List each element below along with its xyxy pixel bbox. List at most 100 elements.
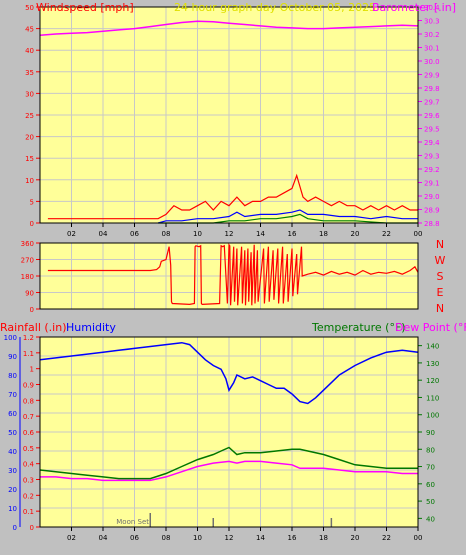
wind-barometer-x-tick-label: 04 [99, 230, 108, 238]
rainfall-label: Rainfall (.in) [0, 321, 67, 334]
rain-humidity-temp-x-tick-label: 08 [162, 534, 171, 542]
humidity-tick-label: 50 [8, 429, 17, 437]
temperature-tick-label: 90 [426, 429, 435, 437]
barometer-tick-label: 28.9 [424, 207, 440, 215]
rainfall-tick-label: 0 [30, 524, 34, 532]
compass-label: E [437, 286, 444, 299]
humidity-tick-label: 20 [8, 486, 17, 494]
wind-barometer-x-tick-label: 08 [162, 230, 171, 238]
barometer-axis: 28.8 28.9 29.0 29.1 29.2 29.3 29.4 29.5 29.6 29.7… [418, 4, 440, 228]
windspeed-tick-label: 10 [25, 177, 34, 185]
wind-barometer-x-axis: 02 04 06 08 10 12 14 16 18 20 22 00 [67, 223, 422, 238]
temperature-tick-label: 40 [426, 515, 435, 523]
rain-humidity-temp-x-tick-label: 04 [99, 534, 108, 542]
temperature-tick-label: 70 [426, 464, 435, 472]
moon-markers: Moon Set [116, 513, 333, 527]
barometer-tick-label: 30.1 [424, 45, 440, 53]
wind-barometer-x-tick-label: 14 [256, 230, 265, 238]
humidity-tick-label: 80 [8, 372, 17, 380]
wind-barometer-x-tick-label: 20 [351, 230, 360, 238]
rainfall-tick-label: 0.2 [23, 492, 34, 500]
rain-humidity-temp-x-tick-label: 14 [256, 534, 265, 542]
wind-direction-tick-label: 180 [21, 273, 34, 281]
wind-barometer-x-tick-label: 12 [225, 230, 234, 238]
barometer-tick-label: 28.8 [424, 220, 440, 228]
windspeed-tick-label: 25 [25, 112, 34, 120]
rainfall-tick-label: 1.2 [23, 334, 34, 342]
humidity-tick-label: 100 [4, 334, 17, 342]
rainfall-tick-label: 1.1 [23, 350, 34, 358]
rainfall-tick-label: 0.6 [23, 429, 35, 437]
temperature-tick-label: 130 [426, 360, 439, 368]
compass-label: W [435, 254, 446, 267]
rain-humidity-temp-frame [39, 336, 419, 528]
barometer-tick-label: 29.5 [424, 126, 440, 134]
windspeed-tick-label: 35 [25, 69, 34, 77]
barometer-tick-label: 30.3 [424, 18, 440, 26]
wind-direction-series [47, 243, 419, 306]
wind-barometer-x-tick-label: 00 [414, 230, 423, 238]
humidity-tick-label: 0 [13, 524, 17, 532]
barometer-tick-label: 29.0 [424, 193, 440, 201]
barometer-label: Barometer [.in] [372, 1, 456, 14]
rain-humidity-temp-x-tick-label: 20 [351, 534, 360, 542]
temperature-tick-label: 60 [426, 481, 435, 489]
barometer-tick-label: 29.1 [424, 180, 440, 188]
rain-humidity-temp-x-tick-label: 10 [193, 534, 202, 542]
rainfall-tick-label: 0.3 [23, 477, 34, 485]
temperature-tick-label: 50 [426, 498, 435, 506]
wind-barometer-frame [39, 6, 419, 224]
barometer-tick-label: 29.4 [424, 139, 440, 147]
humidity-label: Humidity [66, 321, 116, 334]
wind-barometer-x-tick-label: 02 [67, 230, 76, 238]
windspeed-tick-label: 40 [25, 47, 34, 55]
rainfall-tick-label: 0.4 [23, 461, 35, 469]
compass-label: N [436, 238, 444, 251]
dewpoint-line [40, 460, 418, 482]
barometer-line [39, 20, 419, 37]
wind-direction-axis: 0 90 180 270 360 [21, 240, 40, 314]
rainfall-axis: 0 0.1 0.2 0.3 0.4 0.5 0.6 0.7 0.8 0.9 1 1.1 1.2 [23, 334, 40, 532]
humidity-tick-label: 30 [8, 467, 17, 475]
rainfall-tick-label: 0.5 [23, 445, 34, 453]
humidity-tick-label: 60 [8, 410, 17, 418]
chart-title: 24 hour graph day October 05, 2025 [174, 1, 376, 14]
temperature-tick-label: 100 [426, 412, 439, 420]
barometer-tick-label: 30.4 [424, 4, 440, 12]
rain-humidity-temp-series [39, 341, 419, 482]
temperature-tick-label: 120 [426, 377, 439, 385]
rain-humidity-temp-x-tick-label: 02 [67, 534, 76, 542]
compass-label: S [437, 270, 444, 283]
rain-humidity-temp-x-tick-label: 16 [288, 534, 297, 542]
wind-barometer-x-tick-label: 06 [130, 230, 139, 238]
dewpoint-label: Dew Point (°F) [395, 321, 466, 334]
wind-direction-frame [39, 242, 419, 310]
humidity-axis: 0 10 20 30 40 50 60 70 80 90 100 [4, 334, 21, 532]
windspeed-line [47, 173, 418, 220]
rain-humidity-temp-x-tick-label: 22 [382, 534, 391, 542]
temperature-label: Temperature (°F) [311, 321, 406, 334]
windspeed-axis: 0 5 10 15 20 25 30 35 40 45 50 [25, 4, 40, 228]
humidity-line [39, 341, 419, 405]
rainfall-tick-label: 0.8 [23, 397, 34, 405]
temperature-tick-label: 110 [426, 394, 439, 402]
humidity-tick-label: 90 [8, 353, 17, 361]
humidity-tick-label: 40 [8, 448, 17, 456]
temperature-axis: 40 50 60 70 80 90 100 110 120 130 140 [418, 343, 439, 523]
rain-humidity-temp-x-tick-label: 06 [130, 534, 139, 542]
barometer-tick-label: 29.7 [424, 99, 440, 107]
direction-line [47, 243, 419, 306]
wind-barometer-series [39, 20, 419, 224]
windspeed-tick-label: 45 [25, 26, 34, 34]
wind-direction-tick-label: 360 [21, 240, 34, 248]
wind-barometer-x-tick-label: 22 [382, 230, 391, 238]
barometer-tick-label: 29.9 [424, 72, 440, 80]
barometer-tick-label: 29.8 [424, 85, 440, 93]
temperature-line [39, 446, 418, 480]
rainfall-tick-label: 0.9 [23, 382, 34, 390]
rain-humidity-temp-x-tick-label: 18 [319, 534, 328, 542]
compass-label: N [436, 302, 444, 315]
